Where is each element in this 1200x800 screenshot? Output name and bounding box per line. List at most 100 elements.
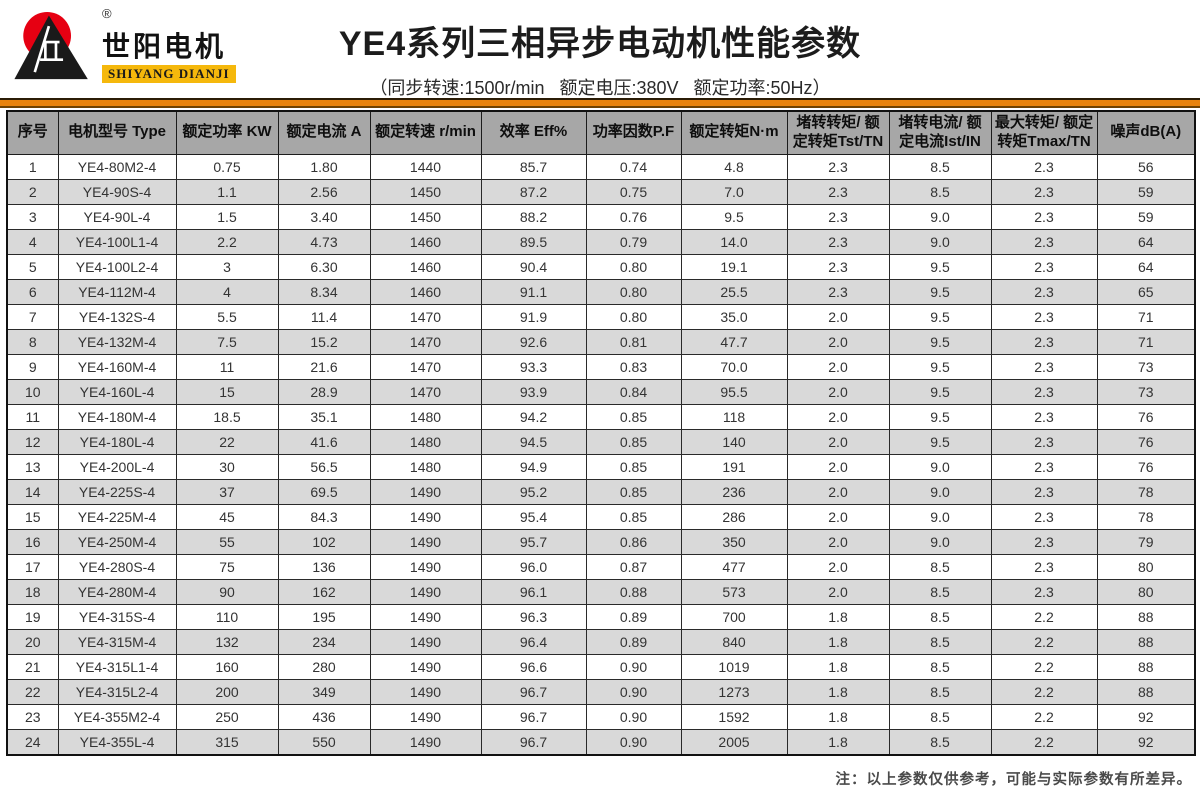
brand-name-chinese: 世阳电机 (102, 31, 227, 62)
cell-r22-c11: 2.2 (990, 678, 1098, 705)
cell-r19-c6: 96.3 (480, 603, 587, 630)
cell-r13-c7: 0.85 (585, 453, 682, 480)
cell-r23-c2: YE4-355M2-4 (57, 703, 177, 730)
cell-r19-c11: 2.2 (990, 603, 1098, 630)
cell-r7-c12: 71 (1096, 303, 1196, 330)
cell-r10-c9: 2.0 (786, 378, 890, 405)
cell-r15-c5: 1490 (369, 503, 482, 530)
cell-r21-c9: 1.8 (786, 653, 890, 680)
cell-r2-c4: 2.56 (277, 178, 371, 205)
cell-r15-c1: 15 (6, 503, 59, 530)
cell-r11-c7: 0.85 (585, 403, 682, 430)
cell-r12-c2: YE4-180L-4 (57, 428, 177, 455)
cell-r15-c3: 45 (175, 503, 279, 530)
cell-r5-c6: 90.4 (480, 253, 587, 280)
cell-r18-c1: 18 (6, 578, 59, 605)
cell-r22-c1: 22 (6, 678, 59, 705)
cell-r8-c7: 0.81 (585, 328, 682, 355)
column-header-4: 额定电流 A (277, 110, 371, 155)
cell-r4-c2: YE4-100L1-4 (57, 228, 177, 255)
cell-r12-c3: 22 (175, 428, 279, 455)
cell-r20-c6: 96.4 (480, 628, 587, 655)
page-subtitle: （同步转速:1500r/min 额定电压:380V 额定功率:50Hz） (369, 78, 831, 98)
table-body: 1 YE4-80M2-4 0.75 1.80 1440 85.7 0.74 4.8 2.3 8.5… (6, 153, 1196, 755)
cell-r14-c8: 236 (680, 478, 788, 505)
cell-r19-c2: YE4-315S-4 (57, 603, 177, 630)
mountain-sun-logo-icon (14, 11, 88, 80)
cell-r18-c8: 573 (680, 578, 788, 605)
cell-r2-c2: YE4-90S-4 (57, 178, 177, 205)
cell-r16-c2: YE4-250M-4 (57, 528, 177, 555)
cell-r23-c3: 250 (175, 703, 279, 730)
table-row-3: 3 YE4-90L-4 1.5 3.40 1450 88.2 0.76 9.5 2.3 9.0 2.… (6, 203, 1196, 230)
accent-divider-bar (0, 98, 1200, 108)
cell-r12-c6: 94.5 (480, 428, 587, 455)
cell-r16-c6: 95.7 (480, 528, 587, 555)
table-row-9: 9 YE4-160M-4 11 21.6 1470 93.3 0.83 70.0 2.0 9.5 2… (6, 353, 1196, 380)
cell-r10-c6: 93.9 (480, 378, 587, 405)
cell-r4-c1: 4 (6, 228, 59, 255)
cell-r19-c10: 8.5 (888, 603, 992, 630)
cell-r2-c6: 87.2 (480, 178, 587, 205)
cell-r15-c10: 9.0 (888, 503, 992, 530)
cell-r7-c3: 5.5 (175, 303, 279, 330)
cell-r2-c1: 2 (6, 178, 59, 205)
cell-r11-c9: 2.0 (786, 403, 890, 430)
cell-r10-c5: 1470 (369, 378, 482, 405)
cell-r12-c5: 1480 (369, 428, 482, 455)
cell-r16-c12: 79 (1096, 528, 1196, 555)
cell-r16-c1: 16 (6, 528, 59, 555)
cell-r24-c9: 1.8 (786, 728, 890, 755)
cell-r22-c6: 96.7 (480, 678, 587, 705)
cell-r8-c4: 15.2 (277, 328, 371, 355)
cell-r8-c9: 2.0 (786, 328, 890, 355)
column-header-12: 噪声dB(A) (1096, 110, 1196, 155)
cell-r13-c12: 76 (1096, 453, 1196, 480)
table-row-14: 14 YE4-225S-4 37 69.5 1490 95.2 0.85 236 2.0 9.0 2… (6, 478, 1196, 505)
cell-r5-c9: 2.3 (786, 253, 890, 280)
cell-r13-c11: 2.3 (990, 453, 1098, 480)
cell-r21-c10: 8.5 (888, 653, 992, 680)
cell-r4-c6: 89.5 (480, 228, 587, 255)
table-row-6: 6 YE4-112M-4 4 8.34 1460 91.1 0.80 25.5 2.3 9.5 2.… (6, 278, 1196, 305)
cell-r10-c2: YE4-160L-4 (57, 378, 177, 405)
cell-r19-c4: 195 (277, 603, 371, 630)
cell-r10-c1: 10 (6, 378, 59, 405)
cell-r2-c12: 59 (1096, 178, 1196, 205)
cell-r10-c8: 95.5 (680, 378, 788, 405)
cell-r7-c2: YE4-132S-4 (57, 303, 177, 330)
cell-r20-c2: YE4-315M-4 (57, 628, 177, 655)
cell-r6-c11: 2.3 (990, 278, 1098, 305)
cell-r18-c10: 8.5 (888, 578, 992, 605)
table-row-1: 1 YE4-80M2-4 0.75 1.80 1440 85.7 0.74 4.8 2.3 8.5… (6, 153, 1196, 180)
cell-r24-c12: 92 (1096, 728, 1196, 755)
cell-r14-c3: 37 (175, 478, 279, 505)
cell-r20-c12: 88 (1096, 628, 1196, 655)
cell-r4-c11: 2.3 (990, 228, 1098, 255)
cell-r23-c6: 96.7 (480, 703, 587, 730)
cell-r22-c9: 1.8 (786, 678, 890, 705)
cell-r24-c1: 24 (6, 728, 59, 755)
column-header-5: 额定转速 r/min (369, 110, 482, 155)
cell-r23-c7: 0.90 (585, 703, 682, 730)
cell-r16-c7: 0.86 (585, 528, 682, 555)
cell-r10-c3: 15 (175, 378, 279, 405)
cell-r3-c10: 9.0 (888, 203, 992, 230)
cell-r24-c7: 0.90 (585, 728, 682, 755)
table-header: 序号 电机型号 Type 额定功率 KW 额定电流 A 额定转速 r/min 效率 Eff… (6, 110, 1196, 155)
cell-r7-c1: 7 (6, 303, 59, 330)
cell-r18-c4: 162 (277, 578, 371, 605)
cell-r5-c1: 5 (6, 253, 59, 280)
cell-r17-c8: 477 (680, 553, 788, 580)
cell-r7-c9: 2.0 (786, 303, 890, 330)
cell-r8-c3: 7.5 (175, 328, 279, 355)
cell-r9-c11: 2.3 (990, 353, 1098, 380)
table-row-15: 15 YE4-225M-4 45 84.3 1490 95.4 0.85 286 2.0 9.0 2… (6, 503, 1196, 530)
table-row-20: 20 YE4-315M-4 132 234 1490 96.4 0.89 840 1.8 8.5 2… (6, 628, 1196, 655)
cell-r11-c10: 9.5 (888, 403, 992, 430)
cell-r19-c1: 19 (6, 603, 59, 630)
cell-r11-c3: 18.5 (175, 403, 279, 430)
cell-r7-c7: 0.80 (585, 303, 682, 330)
column-header-1: 序号 (6, 110, 59, 155)
cell-r1-c11: 2.3 (990, 153, 1098, 180)
